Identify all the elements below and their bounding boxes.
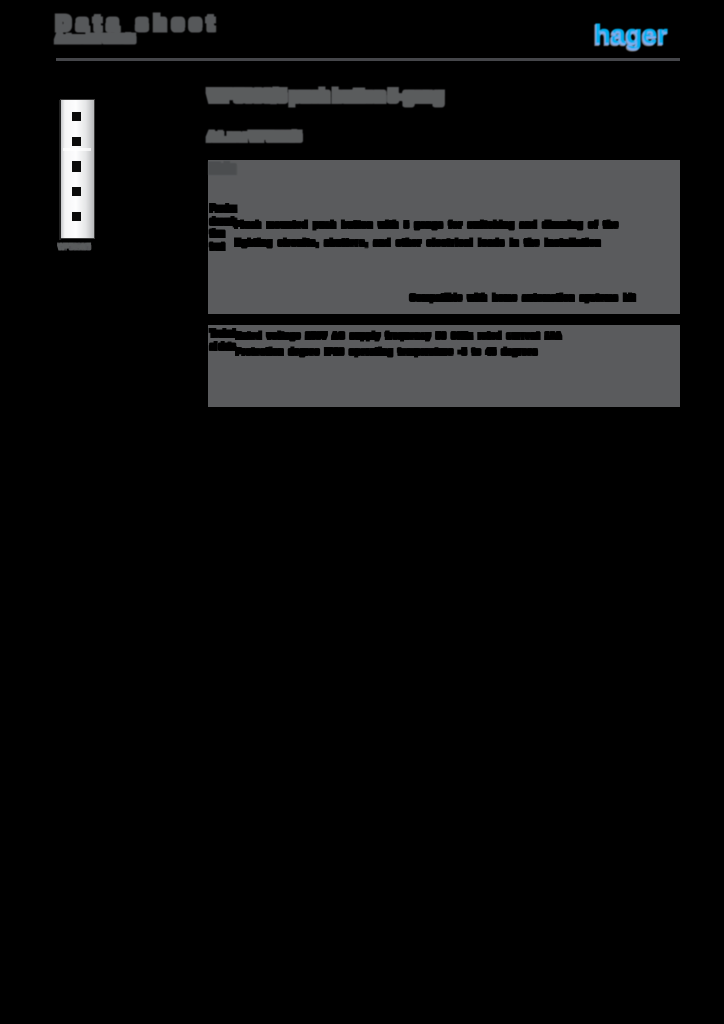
svg-text:hager: hager [594, 20, 668, 50]
